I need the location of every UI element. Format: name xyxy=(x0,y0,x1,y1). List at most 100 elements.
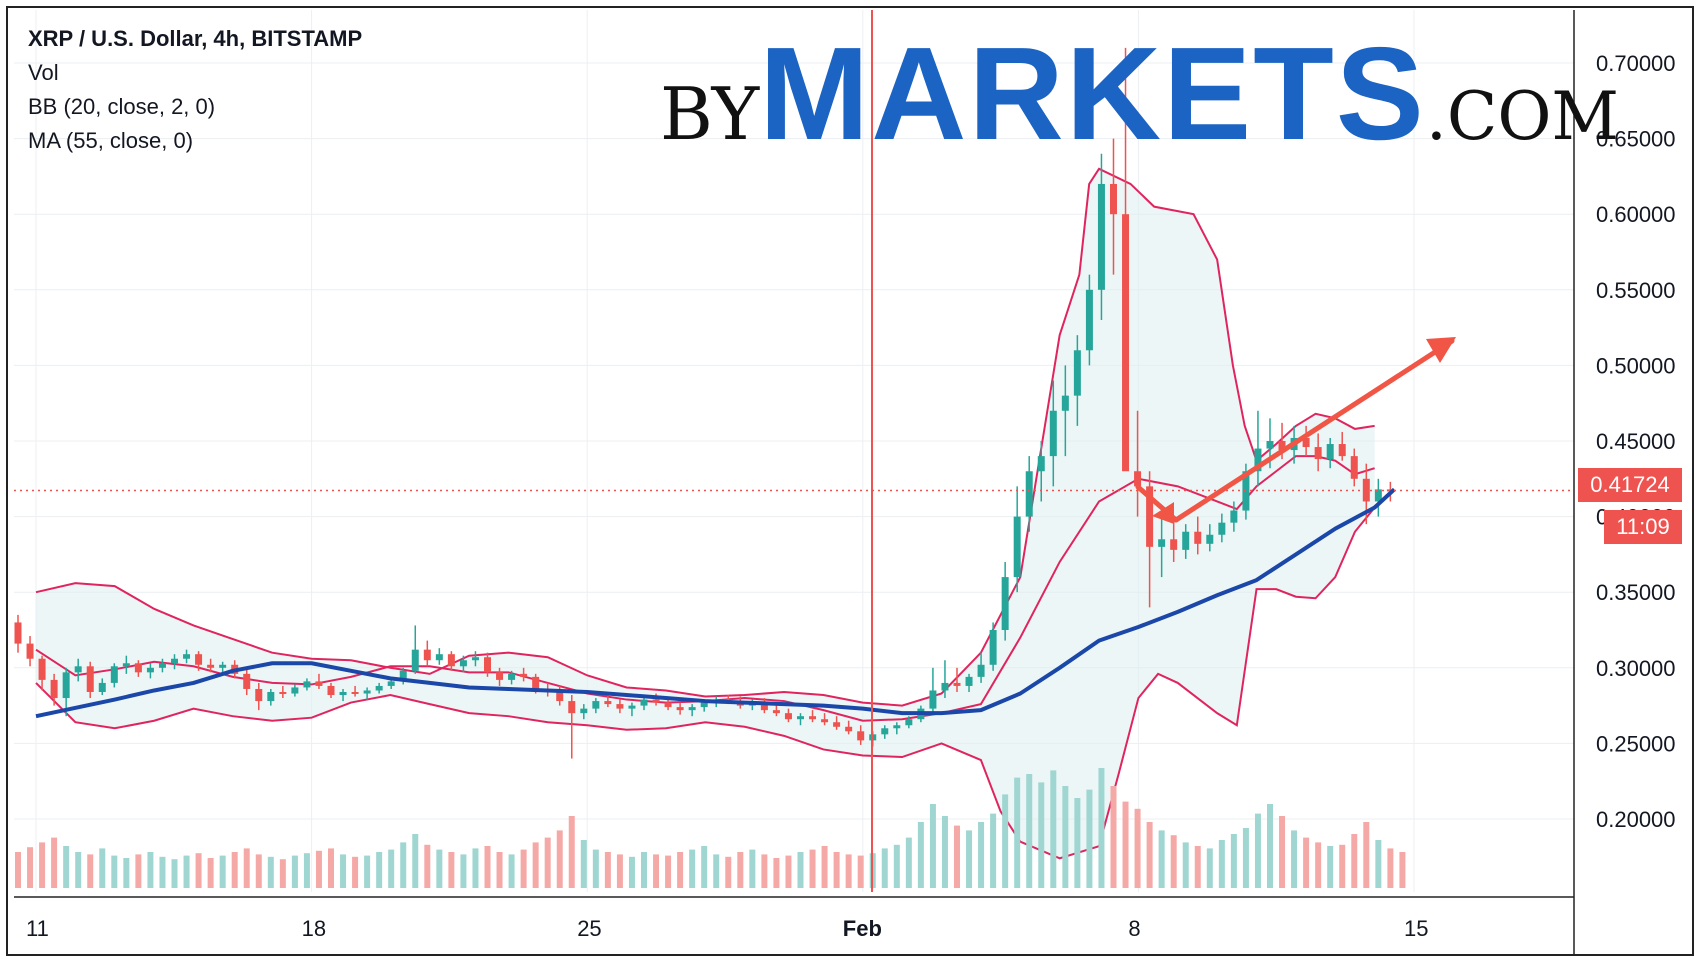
volume-bar xyxy=(1242,828,1249,888)
volume-bar xyxy=(135,854,142,888)
candle-body xyxy=(1326,444,1334,460)
x-tick-label: 15 xyxy=(1404,916,1428,941)
volume-bar xyxy=(1206,848,1213,888)
candle-body xyxy=(953,682,961,686)
legend-title: XRP / U.S. Dollar, 4h, BITSTAMP xyxy=(28,26,363,51)
candle-body xyxy=(628,705,636,709)
volume-bar xyxy=(424,844,431,888)
volume-bar xyxy=(1170,835,1177,888)
volume-bar xyxy=(1002,794,1009,888)
volume-bar xyxy=(243,848,250,888)
candle-body xyxy=(327,685,335,696)
volume-bar xyxy=(159,856,166,888)
volume-bar xyxy=(267,856,274,888)
candle-body xyxy=(520,673,528,677)
volume-bar xyxy=(689,849,696,888)
volume-bar xyxy=(604,852,611,888)
candle-body xyxy=(893,725,901,729)
candle-body xyxy=(38,658,46,680)
y-tick-label: 0.65000 xyxy=(1596,127,1676,152)
volume-bar xyxy=(376,852,383,888)
forecast-arrow-down-head xyxy=(1152,502,1174,524)
volume-bar xyxy=(1218,840,1225,888)
volume-bar xyxy=(893,844,900,888)
legend-bb: BB (20, close, 2, 0) xyxy=(28,94,216,119)
volume-bar xyxy=(484,846,491,888)
volume-bar xyxy=(388,849,395,888)
candle-body xyxy=(592,701,600,709)
volume-bar xyxy=(1038,782,1045,888)
volume-bar xyxy=(327,848,334,888)
y-tick-label: 0.20000 xyxy=(1596,807,1676,832)
candle-body xyxy=(26,643,34,659)
volume-bar xyxy=(448,852,455,888)
volume-bar xyxy=(592,849,599,888)
volume-bar xyxy=(496,852,503,888)
candle-body xyxy=(423,649,431,661)
volume-bar xyxy=(833,852,840,888)
forecast-arrow-up xyxy=(1173,338,1455,523)
volume-bar xyxy=(628,856,635,888)
candle-body xyxy=(1230,510,1238,523)
candle-body xyxy=(1314,447,1322,460)
volume-bar xyxy=(171,859,178,888)
y-tick-label: 0.50000 xyxy=(1596,353,1676,378)
volume-bar xyxy=(713,854,720,888)
volume-bar xyxy=(255,854,262,888)
volume-bar xyxy=(725,856,732,888)
candle-body xyxy=(134,663,142,673)
volume-bar xyxy=(532,842,539,888)
volume-bar xyxy=(1266,804,1273,888)
candle-body xyxy=(833,722,841,727)
y-tick-label: 0.35000 xyxy=(1596,580,1676,605)
candle-body xyxy=(1097,183,1105,290)
candle-body xyxy=(664,702,672,708)
candle-body xyxy=(363,690,371,694)
candle-body xyxy=(688,707,696,711)
candle-body xyxy=(1266,441,1274,449)
volume-bar xyxy=(821,846,828,888)
last-price-tag: 0.41724 xyxy=(1578,468,1682,502)
volume-bar xyxy=(340,854,347,888)
chart-frame xyxy=(6,6,1694,956)
volume-bar xyxy=(966,830,973,888)
candle-body xyxy=(50,679,58,699)
candle-body xyxy=(616,704,624,709)
volume-bar xyxy=(1375,840,1382,888)
volume-bar xyxy=(701,846,708,888)
volume-bar xyxy=(1146,822,1153,888)
volume-bar xyxy=(27,847,34,888)
candle-body xyxy=(1073,350,1081,396)
candle-body xyxy=(207,664,215,668)
volume-bar xyxy=(773,858,780,888)
bb-upper-line xyxy=(35,167,1375,707)
candle-body xyxy=(977,664,985,677)
volume-bar xyxy=(1399,852,1406,888)
candle-body xyxy=(471,657,479,661)
x-tick-label: 11 xyxy=(26,916,49,941)
candle-body xyxy=(821,719,829,723)
candle-body xyxy=(255,688,263,702)
ma-line xyxy=(35,487,1396,719)
volume-bar xyxy=(1050,770,1057,888)
candle-body xyxy=(1109,183,1117,215)
volume-bar xyxy=(315,850,322,888)
volume-bar xyxy=(677,852,684,888)
volume-bar xyxy=(761,854,768,888)
volume-bar xyxy=(1086,789,1093,888)
x-tick-label: 25 xyxy=(577,916,601,941)
candle-timer-tag: 11:09 xyxy=(1604,510,1682,544)
candle-body xyxy=(1158,539,1166,547)
volume-bar xyxy=(1254,813,1261,888)
candle-body xyxy=(989,630,997,665)
candle-body xyxy=(291,687,299,694)
volume-bar xyxy=(231,852,238,888)
volume-bar xyxy=(183,855,190,888)
volume-bar xyxy=(953,825,960,888)
y-tick-label: 0.30000 xyxy=(1596,656,1676,681)
candle-body xyxy=(845,726,853,732)
volume-bar xyxy=(1026,774,1033,888)
candle-body xyxy=(14,622,22,644)
candle-body xyxy=(375,685,383,691)
